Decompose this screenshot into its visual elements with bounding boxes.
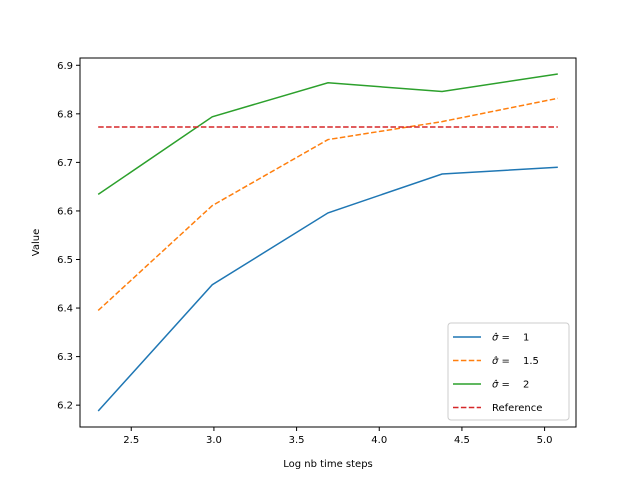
legend: σ̂ = 1 σ̂ = 1.5 σ̂ = 2 Reference bbox=[447, 322, 570, 421]
y-tick-label: 6.6 bbox=[57, 206, 73, 217]
x-tick-label: 2.5 bbox=[123, 435, 139, 446]
legend-label-prefix: σ̂ = bbox=[492, 379, 510, 391]
legend-label-value: 2 bbox=[523, 380, 529, 391]
plot-frame bbox=[79, 57, 577, 428]
legend-label-value: 1 bbox=[523, 333, 529, 344]
y-tick-label: 6.8 bbox=[57, 109, 73, 120]
y-tick-label: 6.2 bbox=[57, 401, 73, 412]
x-axis-ticks: 2.5 3.0 3.5 4.0 4.5 5.0 bbox=[123, 427, 553, 446]
legend-label-prefix: σ̂ = bbox=[492, 355, 510, 367]
x-tick-label: 3.5 bbox=[289, 435, 305, 446]
x-tick-label: 5.0 bbox=[537, 435, 553, 446]
y-tick-label: 6.9 bbox=[57, 61, 73, 72]
x-tick-label: 4.5 bbox=[454, 435, 470, 446]
x-tick-label: 3.0 bbox=[206, 435, 222, 446]
y-tick-label: 6.4 bbox=[57, 304, 73, 315]
y-axis-label: Value bbox=[31, 229, 42, 256]
y-tick-label: 6.5 bbox=[57, 255, 73, 266]
series-line-0 bbox=[97, 166, 558, 412]
x-tick-label: 4.0 bbox=[371, 435, 387, 446]
y-tick-label: 6.7 bbox=[57, 158, 73, 169]
legend-label-value: 1.5 bbox=[523, 356, 539, 367]
series-layer bbox=[97, 73, 558, 412]
legend-label: Reference bbox=[492, 403, 542, 414]
legend-label-prefix: σ̂ = bbox=[492, 332, 510, 344]
x-axis-label: Log nb time steps bbox=[283, 459, 373, 470]
legend-box bbox=[447, 322, 570, 421]
series-line-2 bbox=[97, 73, 558, 196]
y-axis-ticks: 6.2 6.3 6.4 6.5 6.6 6.7 6.8 6.9 bbox=[57, 61, 80, 412]
series-line-1 bbox=[97, 97, 558, 312]
y-tick-label: 6.3 bbox=[57, 352, 73, 363]
